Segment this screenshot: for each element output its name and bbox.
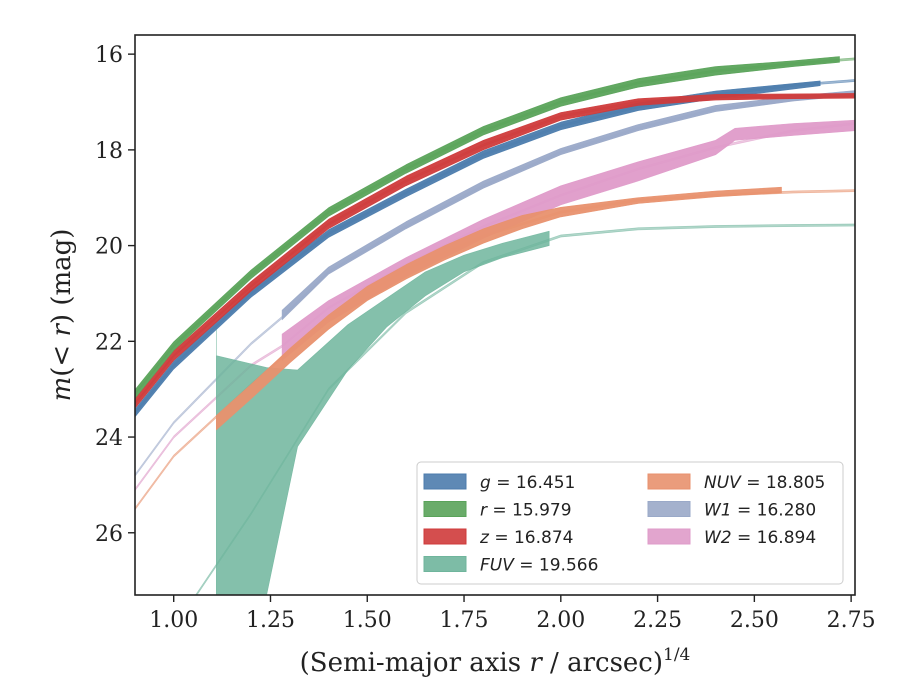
y-axis-ticks: 16 18 20 22 24 26 xyxy=(95,43,135,547)
series-FUV-measured xyxy=(216,230,550,595)
legend-label-g: g = 16.451 xyxy=(480,473,575,493)
x-tick-label: 1.75 xyxy=(440,608,489,633)
series-NUV-measured xyxy=(216,186,782,431)
legend-swatch-W2 xyxy=(647,528,691,545)
y-tick-label: 16 xyxy=(95,43,123,68)
legend: g = 16.451 r = 15.979 z = 16.874 FUV = 19.5… xyxy=(416,461,844,585)
legend-swatch-W1 xyxy=(647,501,691,517)
legend-box xyxy=(416,461,844,585)
series-g-measured xyxy=(135,80,821,418)
x-axis-ticks: 1.00 1.25 1.50 1.75 2.00 2.25 2.50 2.75 xyxy=(149,595,876,633)
series-r-measured xyxy=(135,56,840,399)
legend-label-r: r = 15.979 xyxy=(480,501,572,521)
y-tick-label: 20 xyxy=(95,235,123,260)
plot-frame xyxy=(134,34,856,596)
legend-items: g = 16.451 r = 15.979 z = 16.874 FUV = 19.5… xyxy=(423,473,825,576)
series-z-measured xyxy=(135,93,855,409)
legend-swatch-NUV xyxy=(647,473,691,490)
legend-label-FUV: FUV = 19.566 xyxy=(480,556,598,576)
legend-swatch-FUV xyxy=(423,556,467,572)
x-tick-label: 1.25 xyxy=(246,608,295,633)
series-layer xyxy=(135,56,855,595)
x-tick-label: 1.50 xyxy=(343,608,392,633)
legend-label-W1: W1 = 16.280 xyxy=(704,501,816,521)
legend-label-W2: W2 = 16.894 xyxy=(704,528,816,548)
y-tick-label: 24 xyxy=(95,426,123,451)
legend-label-z: z = 16.874 xyxy=(479,528,573,548)
y-tick-label: 22 xyxy=(95,330,123,355)
series-W1-measured xyxy=(281,90,855,321)
legend-swatch-z xyxy=(423,528,467,545)
x-tick-label: 2.75 xyxy=(827,608,876,633)
y-tick-label: 18 xyxy=(95,139,123,164)
x-tick-label: 2.50 xyxy=(730,608,779,633)
legend-swatch-r xyxy=(423,501,467,517)
legend-swatch-g xyxy=(423,473,467,490)
x-tick-label: 2.00 xyxy=(536,608,585,633)
x-tick-label: 2.25 xyxy=(633,608,682,633)
legend-label-NUV: NUV = 18.805 xyxy=(704,473,825,493)
y-tick-label: 26 xyxy=(95,522,123,547)
x-axis-title: (Semi-major axis r / arcsec)1/4 xyxy=(300,645,691,678)
x-tick-label: 1.00 xyxy=(149,608,198,633)
y-axis-title: m(< r) (mag) xyxy=(47,229,77,402)
